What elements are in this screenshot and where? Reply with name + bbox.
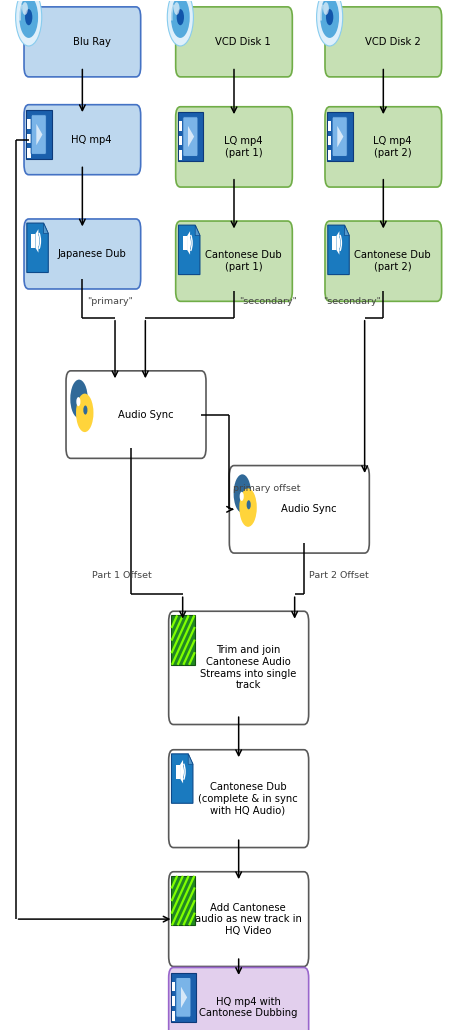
FancyBboxPatch shape xyxy=(24,219,141,289)
Circle shape xyxy=(83,405,88,414)
FancyBboxPatch shape xyxy=(171,616,195,665)
Text: "secondary": "secondary" xyxy=(239,297,297,306)
FancyBboxPatch shape xyxy=(172,996,175,1006)
Text: Audio Sync: Audio Sync xyxy=(117,409,173,420)
FancyBboxPatch shape xyxy=(168,967,309,1031)
FancyBboxPatch shape xyxy=(26,110,51,159)
Text: Cantonese Dub
(part 1): Cantonese Dub (part 1) xyxy=(205,251,282,272)
Circle shape xyxy=(76,397,80,406)
Text: Japanese Dub: Japanese Dub xyxy=(57,248,126,259)
FancyBboxPatch shape xyxy=(24,7,141,77)
FancyBboxPatch shape xyxy=(325,221,442,301)
FancyBboxPatch shape xyxy=(328,136,331,145)
FancyBboxPatch shape xyxy=(332,117,347,157)
FancyBboxPatch shape xyxy=(168,750,309,847)
Circle shape xyxy=(320,0,339,38)
Circle shape xyxy=(70,379,88,419)
Text: primary offset: primary offset xyxy=(233,485,300,493)
FancyBboxPatch shape xyxy=(176,7,292,77)
FancyBboxPatch shape xyxy=(328,151,331,161)
Circle shape xyxy=(167,0,193,46)
FancyBboxPatch shape xyxy=(27,148,30,159)
Polygon shape xyxy=(36,229,38,253)
Circle shape xyxy=(174,2,180,14)
Polygon shape xyxy=(44,223,48,233)
Circle shape xyxy=(323,2,329,14)
FancyBboxPatch shape xyxy=(327,112,352,161)
Text: Blu Ray: Blu Ray xyxy=(73,37,110,46)
Text: HQ mp4: HQ mp4 xyxy=(72,135,112,144)
Text: Cantonese Dub
(complete & in sync
with HQ Audio): Cantonese Dub (complete & in sync with H… xyxy=(198,783,298,816)
FancyBboxPatch shape xyxy=(176,977,191,1018)
Polygon shape xyxy=(188,754,193,764)
Text: Audio Sync: Audio Sync xyxy=(281,504,336,514)
FancyBboxPatch shape xyxy=(183,117,198,157)
FancyBboxPatch shape xyxy=(176,107,292,187)
FancyBboxPatch shape xyxy=(325,7,442,77)
Circle shape xyxy=(171,0,190,38)
FancyBboxPatch shape xyxy=(172,1011,175,1021)
Polygon shape xyxy=(336,231,339,255)
FancyBboxPatch shape xyxy=(229,466,369,553)
Text: "secondary": "secondary" xyxy=(323,297,381,306)
Circle shape xyxy=(247,500,251,509)
Polygon shape xyxy=(37,124,43,145)
Circle shape xyxy=(22,2,28,14)
Text: Part 2 Offset: Part 2 Offset xyxy=(309,571,368,580)
Text: Cantonese Dub
(part 2): Cantonese Dub (part 2) xyxy=(354,251,431,272)
FancyBboxPatch shape xyxy=(168,872,309,966)
FancyBboxPatch shape xyxy=(170,972,196,1022)
FancyBboxPatch shape xyxy=(66,371,206,459)
Circle shape xyxy=(316,0,343,46)
Polygon shape xyxy=(328,225,349,274)
Text: Part 1 Offset: Part 1 Offset xyxy=(92,571,152,580)
Text: Add Cantonese
audio as new track in
HQ Video: Add Cantonese audio as new track in HQ V… xyxy=(195,902,301,936)
Circle shape xyxy=(76,394,94,432)
Polygon shape xyxy=(180,760,183,784)
FancyBboxPatch shape xyxy=(24,105,141,174)
Text: LQ mp4
(part 2): LQ mp4 (part 2) xyxy=(373,136,412,158)
FancyBboxPatch shape xyxy=(31,114,46,155)
Circle shape xyxy=(239,489,257,527)
Text: Trim and join
Cantonese Audio
Streams into single
track: Trim and join Cantonese Audio Streams in… xyxy=(200,645,296,691)
Polygon shape xyxy=(187,231,190,255)
Polygon shape xyxy=(188,126,194,147)
Circle shape xyxy=(25,9,32,25)
FancyBboxPatch shape xyxy=(176,765,180,778)
Circle shape xyxy=(234,474,251,512)
Polygon shape xyxy=(195,225,200,235)
Circle shape xyxy=(177,9,184,25)
FancyBboxPatch shape xyxy=(168,611,309,725)
FancyBboxPatch shape xyxy=(27,134,30,143)
Text: VCD Disk 1: VCD Disk 1 xyxy=(215,37,271,46)
Polygon shape xyxy=(337,126,344,147)
FancyBboxPatch shape xyxy=(325,107,442,187)
FancyBboxPatch shape xyxy=(172,982,175,992)
Polygon shape xyxy=(181,987,187,1008)
FancyBboxPatch shape xyxy=(328,121,331,131)
Text: LQ mp4
(part 1): LQ mp4 (part 1) xyxy=(224,136,263,158)
Circle shape xyxy=(15,0,42,46)
Polygon shape xyxy=(27,223,48,272)
FancyBboxPatch shape xyxy=(183,236,187,250)
Polygon shape xyxy=(344,225,349,235)
FancyBboxPatch shape xyxy=(332,236,336,250)
Circle shape xyxy=(240,492,244,501)
FancyBboxPatch shape xyxy=(176,221,292,301)
Polygon shape xyxy=(171,754,193,803)
FancyBboxPatch shape xyxy=(27,119,30,129)
FancyBboxPatch shape xyxy=(171,876,195,925)
Text: "primary": "primary" xyxy=(87,297,133,306)
Text: VCD Disk 2: VCD Disk 2 xyxy=(365,37,421,46)
FancyBboxPatch shape xyxy=(179,136,182,145)
Circle shape xyxy=(19,0,38,38)
Circle shape xyxy=(326,9,333,25)
FancyBboxPatch shape xyxy=(179,121,182,131)
Polygon shape xyxy=(178,225,200,274)
FancyBboxPatch shape xyxy=(177,112,203,161)
FancyBboxPatch shape xyxy=(179,151,182,161)
Text: HQ mp4 with
Cantonese Dubbing: HQ mp4 with Cantonese Dubbing xyxy=(199,997,297,1019)
FancyBboxPatch shape xyxy=(31,234,36,247)
